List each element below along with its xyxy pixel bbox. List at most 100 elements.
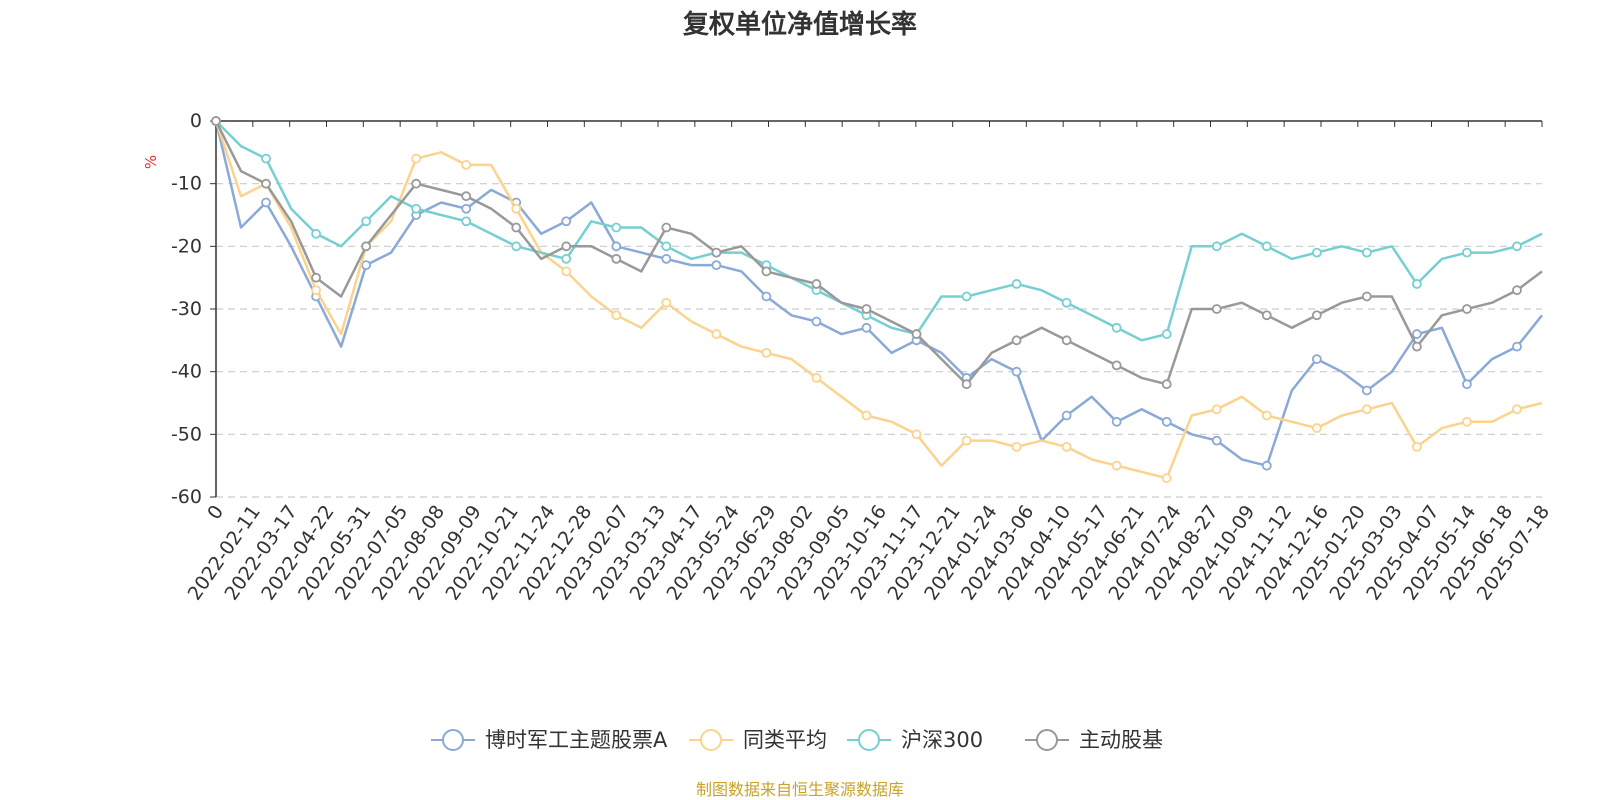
data-point: [461, 216, 472, 227]
data-point: [1311, 423, 1322, 433]
series-3: [211, 116, 1543, 390]
data-point: [761, 347, 772, 358]
data-point: [1011, 441, 1022, 452]
data-point: [661, 241, 672, 252]
data-point: [1361, 404, 1372, 415]
data-point: [711, 260, 722, 271]
legend-marker-icon: [1036, 729, 1058, 751]
data-point: [1462, 247, 1472, 258]
data-point: [1061, 441, 1072, 452]
legend-item-2[interactable]: 沪深300: [847, 728, 983, 752]
y-tick-label: -60: [171, 486, 202, 508]
data-point: [1311, 247, 1322, 258]
legend-item-3[interactable]: 主动股基: [1025, 728, 1163, 752]
legend[interactable]: 博时军工主题股票A 同类平均 沪深300 主动股基: [431, 728, 1163, 752]
legend-marker-icon: [858, 729, 880, 751]
legend-label: 博时军工主题股票A: [485, 728, 668, 752]
data-point: [311, 272, 321, 283]
data-point: [1512, 341, 1522, 352]
data-point: [761, 266, 772, 277]
legend-item-1[interactable]: 同类平均: [689, 728, 827, 752]
series-lines: [211, 116, 1543, 484]
data-point: [511, 222, 522, 233]
data-point: [1011, 279, 1022, 289]
data-point: [1111, 360, 1122, 371]
data-point: [961, 435, 972, 446]
data-point: [811, 316, 822, 327]
data-point: [411, 178, 422, 189]
data-point: [1261, 460, 1272, 471]
legend-item-0[interactable]: 博时军工主题股票A: [431, 728, 668, 752]
data-point: [961, 291, 972, 302]
data-point: [961, 379, 972, 390]
legend-label: 同类平均: [743, 728, 827, 752]
data-point: [661, 222, 672, 233]
data-point: [311, 285, 321, 296]
series-1: [211, 116, 1543, 484]
data-source-note: 制图数据来自恒生聚源数据库: [696, 780, 904, 799]
data-point: [1211, 435, 1222, 446]
data-point: [1261, 241, 1272, 252]
data-point: [1361, 291, 1372, 302]
data-point: [1061, 297, 1072, 308]
data-point: [1412, 279, 1422, 289]
data-point: [1161, 379, 1172, 390]
data-point: [1011, 366, 1022, 377]
data-point: [1161, 416, 1172, 427]
data-point: [311, 228, 321, 239]
y-tick-label: -20: [171, 235, 202, 257]
data-point: [211, 116, 221, 126]
data-point: [511, 241, 522, 252]
data-point: [861, 410, 872, 421]
x-tick-label: 0: [203, 501, 228, 524]
data-point: [1211, 404, 1222, 415]
data-point: [1261, 310, 1272, 321]
data-point: [911, 329, 922, 339]
chart-title: 复权单位净值增长率: [683, 9, 917, 40]
data-point: [511, 203, 522, 214]
legend-marker-icon: [442, 729, 464, 751]
data-point: [861, 322, 872, 333]
data-point: [1011, 335, 1022, 346]
data-point: [1161, 329, 1172, 339]
data-point: [811, 373, 822, 383]
legend-marker-icon: [700, 729, 722, 751]
y-axis-unit-label: %: [142, 155, 160, 169]
data-point: [1311, 310, 1322, 321]
data-point: [361, 216, 372, 227]
data-point: [611, 310, 622, 321]
axes: 0-10-20-30-40-50-6002022-02-112022-03-17…: [171, 110, 1554, 604]
data-point: [1261, 410, 1272, 421]
data-point: [261, 153, 271, 164]
data-point: [1512, 404, 1522, 415]
data-point: [461, 191, 472, 202]
data-point: [661, 253, 672, 264]
y-tick-label: -50: [171, 423, 202, 445]
data-point: [561, 241, 572, 252]
data-point: [1111, 416, 1122, 427]
y-tick-label: -10: [171, 173, 202, 195]
data-point: [1512, 285, 1522, 296]
data-point: [561, 216, 572, 227]
data-point: [1311, 354, 1322, 365]
grid-lines: [216, 183, 1542, 498]
data-point: [661, 297, 672, 308]
y-tick-label: 0: [190, 110, 202, 132]
data-point: [1361, 247, 1372, 258]
legend-label: 主动股基: [1079, 728, 1163, 752]
data-point: [1161, 473, 1172, 484]
data-point: [261, 197, 271, 208]
data-point: [461, 159, 472, 170]
data-point: [1412, 341, 1422, 352]
data-point: [811, 279, 822, 289]
data-point: [411, 153, 422, 164]
data-point: [1412, 329, 1422, 339]
data-point: [1061, 335, 1072, 346]
data-point: [361, 260, 372, 271]
data-point: [1111, 322, 1122, 333]
data-point: [1462, 416, 1472, 427]
series-2: [211, 116, 1543, 342]
data-point: [461, 203, 472, 214]
data-point: [1211, 304, 1222, 314]
